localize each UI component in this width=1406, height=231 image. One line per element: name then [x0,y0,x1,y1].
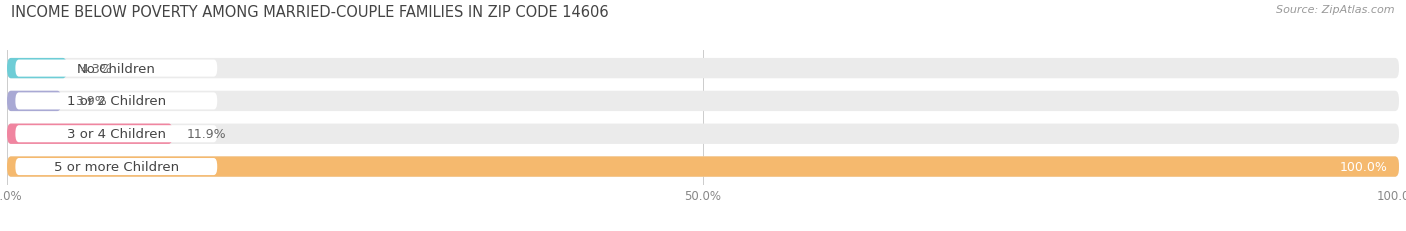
FancyBboxPatch shape [7,91,1399,112]
FancyBboxPatch shape [7,124,173,144]
Text: 100.0%: 100.0% [1340,160,1388,173]
Text: 1 or 2 Children: 1 or 2 Children [66,95,166,108]
Text: No Children: No Children [77,62,155,75]
Text: 4.3%: 4.3% [80,62,112,75]
FancyBboxPatch shape [7,157,1399,177]
FancyBboxPatch shape [7,59,67,79]
Text: Source: ZipAtlas.com: Source: ZipAtlas.com [1277,5,1395,15]
Text: 3 or 4 Children: 3 or 4 Children [67,128,166,141]
FancyBboxPatch shape [7,91,62,112]
FancyBboxPatch shape [7,59,1399,79]
FancyBboxPatch shape [15,93,217,110]
Text: 3.9%: 3.9% [76,95,107,108]
Text: INCOME BELOW POVERTY AMONG MARRIED-COUPLE FAMILIES IN ZIP CODE 14606: INCOME BELOW POVERTY AMONG MARRIED-COUPL… [11,5,609,20]
FancyBboxPatch shape [7,124,1399,144]
Text: 11.9%: 11.9% [187,128,226,141]
FancyBboxPatch shape [15,126,217,143]
FancyBboxPatch shape [15,158,217,175]
Text: 5 or more Children: 5 or more Children [53,160,179,173]
FancyBboxPatch shape [15,60,217,77]
FancyBboxPatch shape [7,157,1399,177]
